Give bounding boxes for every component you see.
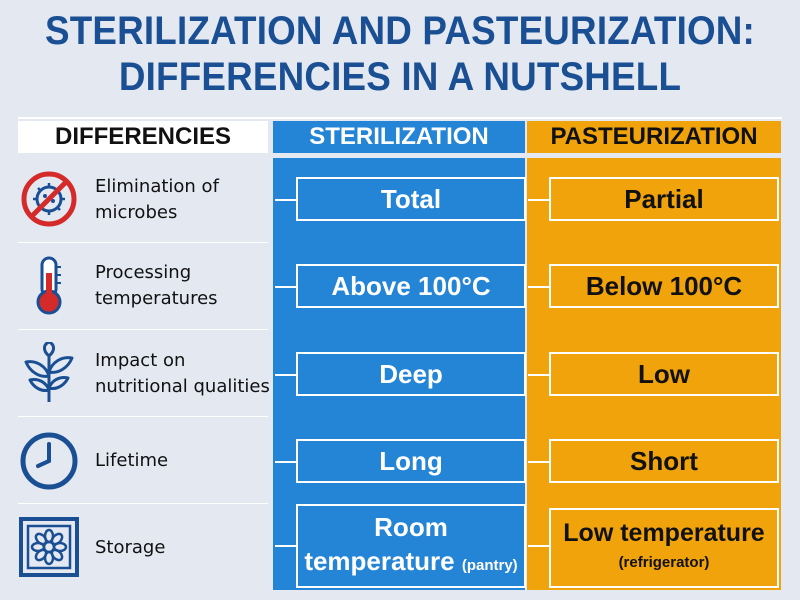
value-text: Total [380,184,442,214]
value-text: Short [630,446,698,476]
value-text: Partial [624,184,704,214]
row-divider [18,503,268,504]
plant-icon [18,340,80,404]
row-label-elimination: Elimination of microbes [95,176,219,223]
thermometer-icon [18,255,80,317]
title-line-1: STERILIZATION AND PASTEURIZATION: [44,9,756,53]
header-pasteurization: PASTEURIZATION [527,121,781,153]
header-divider [18,117,782,119]
pantry-icon [18,516,80,578]
infographic-title: STERILIZATION AND PASTEURIZATION: DIFFER… [0,8,800,100]
pasteurization-value-temperatures: Below 100°C [549,264,779,308]
value-text: Below 100°C [585,271,743,301]
header-sterilization: STERILIZATION [273,121,525,153]
sterilization-value-lifetime: Long [296,439,526,483]
sterilization-value-temperatures: Above 100°C [296,264,526,308]
header-differencies: DIFFERENCIES [18,121,268,153]
row-divider [18,242,268,243]
pasteurization-value-nutritional: Low [549,352,779,396]
connector [275,374,297,376]
connector [275,461,297,463]
value-note: (pantry) [461,556,518,574]
sterilization-value-nutritional: Deep [296,352,526,396]
row-label-nutritional: Impact on nutritional qualities [95,350,270,397]
connector [275,199,297,201]
value-note: (refrigerator) [618,554,710,571]
row-divider [18,329,268,330]
pasteurization-value-storage: Low temperature (refrigerator) [549,508,779,588]
connector [528,286,550,288]
sterilization-column [273,158,525,590]
connector [528,199,550,201]
row-label-storage: Storage [95,537,166,558]
connector [275,286,297,288]
value-text: Deep [379,359,443,389]
clock-icon [18,430,80,492]
row-divider [18,416,268,417]
connector [275,545,297,547]
sterilization-value-storage: Room temperature (pantry) [296,504,526,588]
value-text: Long [379,446,443,476]
value-text: temperature [304,545,455,576]
title-line-2: DIFFERENCIES IN A NUTSHELL [118,55,682,99]
pasteurization-value-lifetime: Short [549,439,779,483]
value-text-line2: temperature (pantry) [304,544,517,583]
value-text: Above 100°C [331,271,491,301]
connector [528,545,550,547]
no-microbes-icon [18,168,80,230]
value-text: Room [374,511,448,542]
row-label-lifetime: Lifetime [95,450,169,471]
pasteurization-column [527,158,781,590]
connector [528,374,550,376]
connector [528,461,550,463]
value-text: Low temperature [563,519,765,547]
value-text: Low [638,359,690,389]
row-label-temperatures: Processing temperatures [95,262,218,309]
sterilization-value-elimination: Total [296,177,526,221]
pasteurization-value-elimination: Partial [549,177,779,221]
